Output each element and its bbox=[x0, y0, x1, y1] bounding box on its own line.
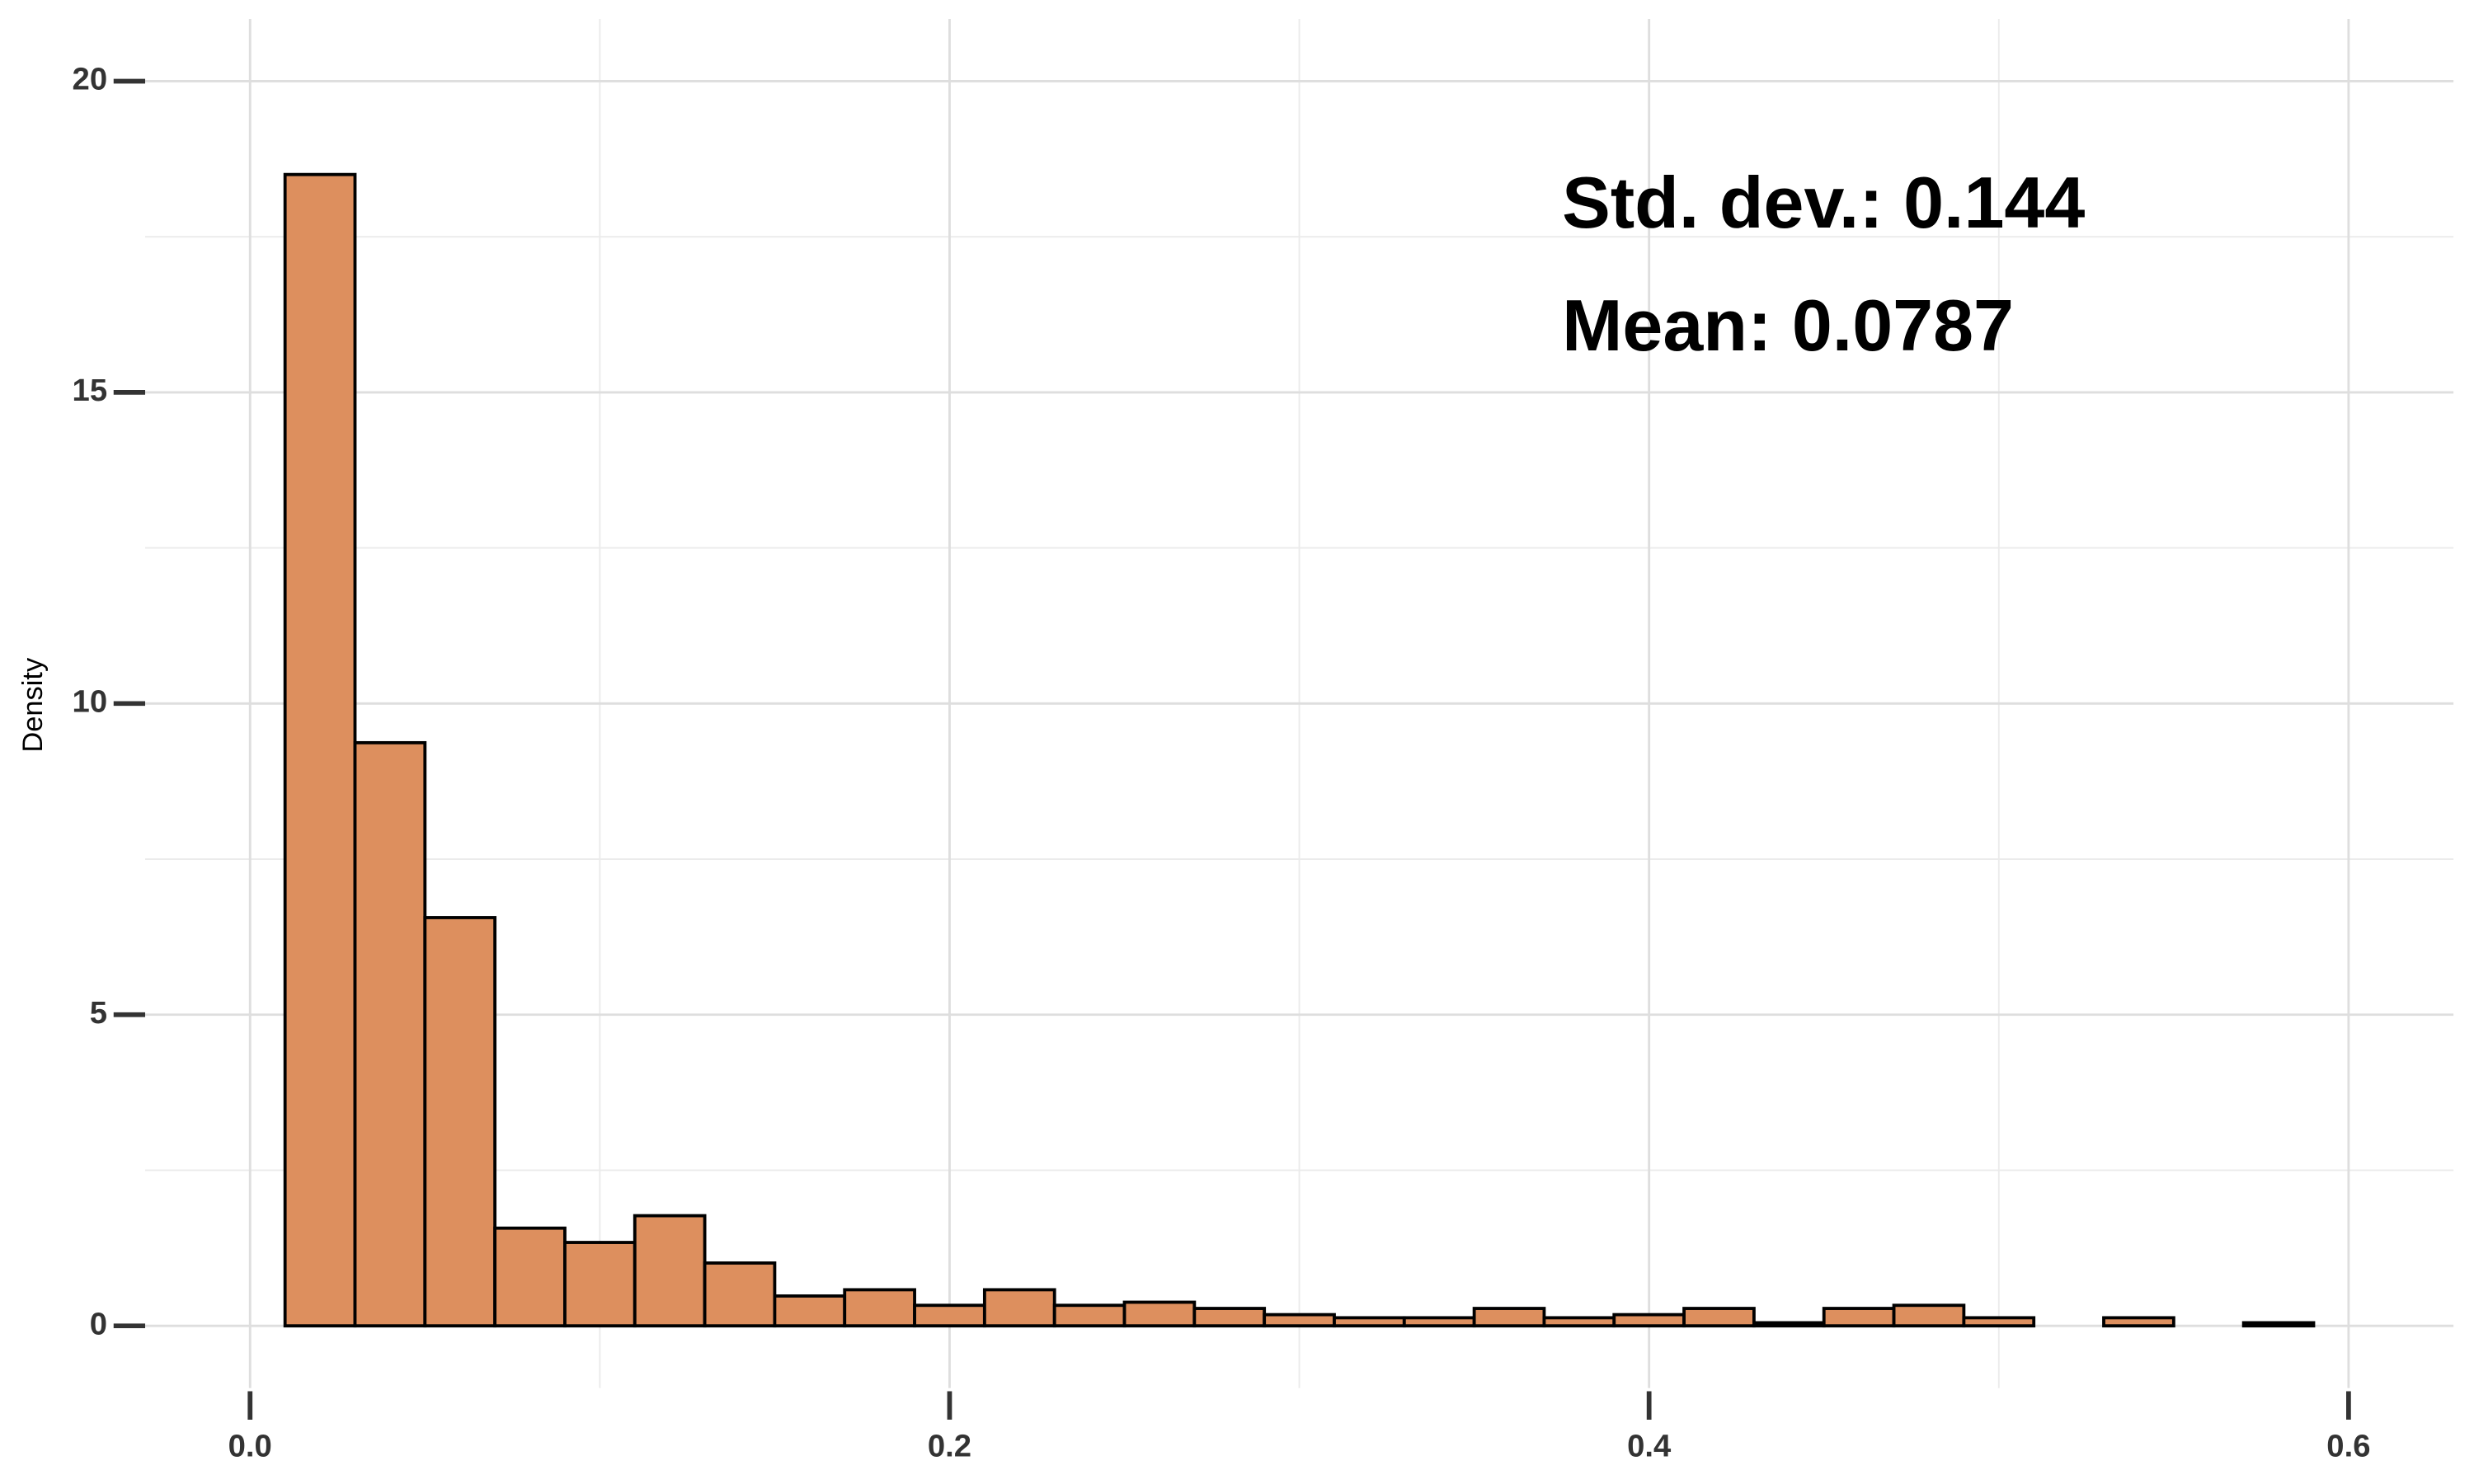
bar bbox=[1333, 1316, 1406, 1328]
y-tick-label: 10 bbox=[73, 683, 108, 719]
bar bbox=[1192, 1307, 1267, 1328]
x-tick-label: 0.2 bbox=[928, 1428, 971, 1463]
bar bbox=[982, 1288, 1056, 1328]
bar bbox=[1122, 1300, 1197, 1328]
ticks: 0.0 0.2 0.4 0.6 0 5 10 15 20 bbox=[73, 62, 2371, 1464]
y-axis-label: Density bbox=[17, 657, 49, 753]
bar bbox=[1402, 1316, 1476, 1328]
bar bbox=[843, 1288, 916, 1328]
x-tick-label: 0.0 bbox=[228, 1428, 272, 1463]
bar bbox=[1962, 1316, 2036, 1328]
bar bbox=[2241, 1321, 2316, 1328]
bar bbox=[353, 740, 427, 1328]
bar bbox=[493, 1226, 567, 1328]
bar bbox=[1752, 1321, 1826, 1328]
bar bbox=[1472, 1307, 1546, 1328]
y-tick-label: 5 bbox=[90, 995, 107, 1031]
y-tick-label: 0 bbox=[90, 1306, 107, 1341]
bar bbox=[1682, 1307, 1756, 1328]
y-tick-label: 15 bbox=[73, 373, 108, 408]
bar bbox=[1542, 1316, 1616, 1328]
bar bbox=[913, 1303, 986, 1328]
y-tick-label: 20 bbox=[73, 62, 108, 97]
bar bbox=[1263, 1313, 1336, 1328]
x-tick-label: 0.6 bbox=[2326, 1428, 2370, 1463]
annotation: Std. dev.: 0.144 bbox=[1562, 162, 2085, 243]
bar bbox=[563, 1241, 637, 1328]
bar bbox=[703, 1261, 777, 1328]
bar bbox=[633, 1214, 707, 1328]
bar bbox=[1052, 1303, 1126, 1328]
annotation: Mean: 0.0787 bbox=[1562, 284, 2014, 366]
bar bbox=[283, 172, 357, 1328]
bar bbox=[423, 916, 497, 1328]
bar bbox=[1612, 1313, 1686, 1328]
bar bbox=[2102, 1316, 2175, 1328]
bars bbox=[283, 172, 2316, 1328]
bar bbox=[773, 1294, 847, 1328]
x-tick-label: 0.4 bbox=[1627, 1428, 1672, 1463]
bar bbox=[1892, 1303, 1966, 1328]
bar bbox=[1822, 1307, 1896, 1328]
